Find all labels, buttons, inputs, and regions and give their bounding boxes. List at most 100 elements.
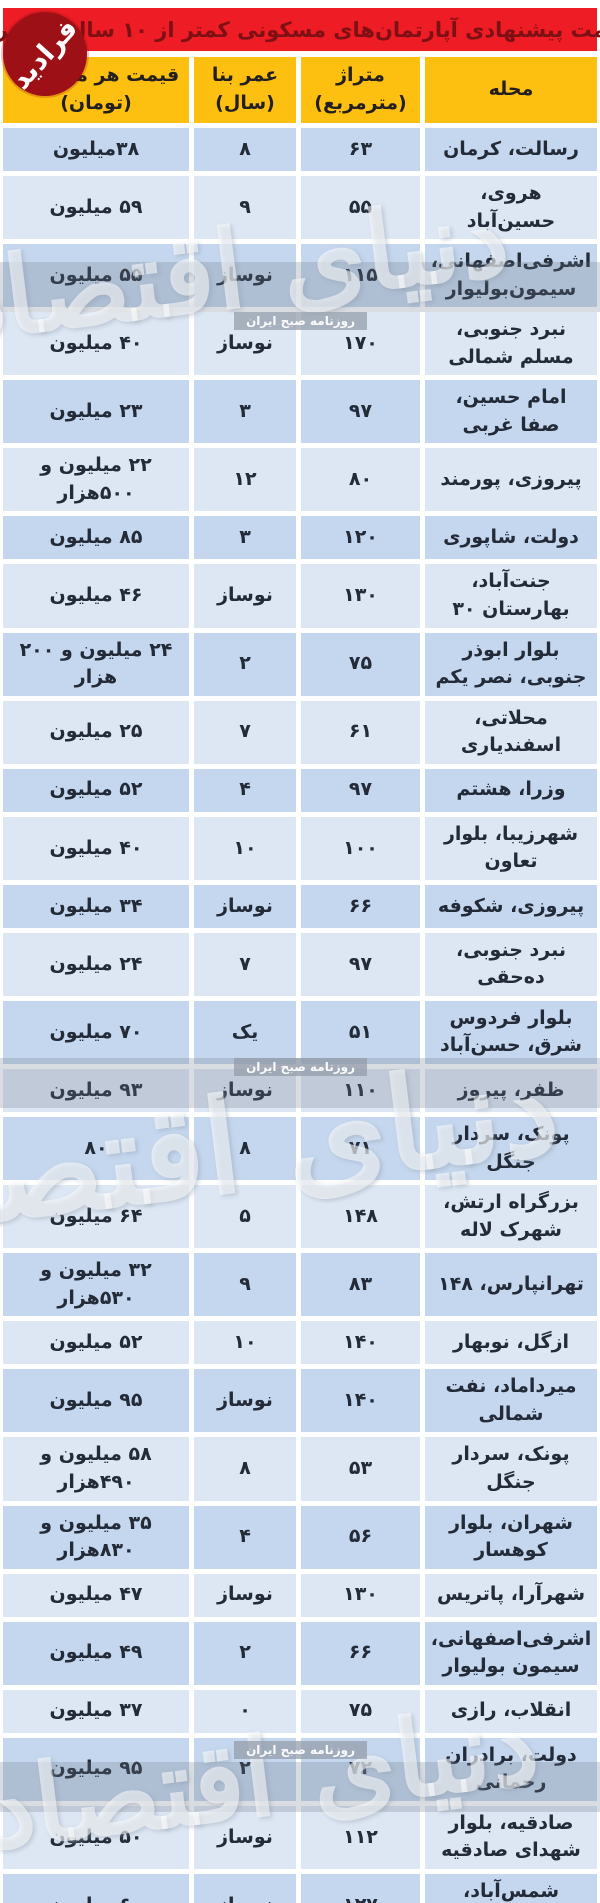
cell-neighborhood: بزرگراه ارتش، شهرک لاله — [425, 1185, 597, 1249]
cell-age: نوساز — [194, 884, 296, 928]
cell-price: ۵۸ میلیون و ۴۹۰هزار — [3, 1437, 189, 1501]
cell-neighborhood: نبرد جنوبی، مسلم شمالی — [425, 312, 597, 376]
column-header-sub: (تومان) — [60, 92, 132, 114]
cell-area: ۱۲۷ — [301, 1873, 420, 1903]
table-row: ازگل، نوبهار ۱۴۰ ۱۰ ۵۲ میلیون — [3, 1321, 597, 1365]
cell-neighborhood: شمس‌آباد، ریحانی — [425, 1873, 597, 1903]
cell-price: ۴۹ میلیون — [3, 1621, 189, 1685]
table-row: شمس‌آباد، ریحانی ۱۲۷ نوساز ۶۰ میلیون — [3, 1873, 597, 1903]
cell-area: ۱۷۰ — [301, 312, 420, 376]
cell-area: ۷۱ — [301, 1117, 420, 1181]
cell-age: ۴ — [194, 768, 296, 812]
cell-price: ۶۴ میلیون — [3, 1185, 189, 1249]
table-row: بلوار فردوس شرق، حسن‌آباد ۵۱ یک ۷۰ میلیو… — [3, 1000, 597, 1065]
cell-age: ۳ — [194, 380, 296, 444]
cell-neighborhood: اشرفی‌اصفهانی، سیمون بولیوار — [425, 1621, 597, 1685]
cell-age: نوساز — [194, 1805, 296, 1869]
cell-neighborhood: پیروزی، شکوفه — [425, 884, 597, 928]
cell-neighborhood: جنت‌آباد، بهارستان ۳۰ — [425, 564, 597, 628]
cell-area: ۵۳ — [301, 1437, 420, 1501]
cell-area: ۷۲ — [301, 1737, 420, 1801]
cell-age: ۹ — [194, 1253, 296, 1317]
cell-price: ۹۳ میلیون — [3, 1069, 189, 1113]
cell-neighborhood: دولت، شاپوری — [425, 516, 597, 560]
column-header-sub: (سال) — [215, 92, 275, 114]
cell-age: ۷ — [194, 700, 296, 764]
cell-area: ۱۳۰ — [301, 564, 420, 628]
cell-area: ۹۷ — [301, 768, 420, 812]
faradeed-logo: ٭ فرادید — [3, 12, 87, 96]
table-row: پونک، سردار جنگل ۷۱ ۸ ۸۰ — [3, 1117, 597, 1181]
cell-price: ۳۸میلیون — [3, 128, 189, 171]
column-header-label: عمر بنا — [211, 64, 279, 87]
table-row: نبرد جنوبی، ده‌حقی ۹۷ ۷ ۲۴ میلیون — [3, 932, 597, 996]
cell-area: ۱۱۲ — [301, 1805, 420, 1869]
column-header-age: عمر بنا (سال) — [194, 57, 296, 123]
table-row: دولت، برادران رحمانی ۷۲ ۲ ۹۵ میلیون — [3, 1737, 597, 1801]
cell-neighborhood: ظفر، پیروز — [425, 1069, 597, 1113]
cell-neighborhood: نبرد جنوبی، ده‌حقی — [425, 932, 597, 996]
table-header-row: محله متراژ (مترمربع) عمر بنا (سال) قیمت … — [3, 57, 597, 123]
faradeed-logo-text: فرادید — [5, 12, 85, 96]
table-row: پیروزی، شکوفه ۶۶ نوساز ۳۴ میلیون — [3, 884, 597, 928]
table-row: شهران، بلوار کوهسار ۵۶ ۴ ۳۵ میلیون و ۸۳۰… — [3, 1505, 597, 1569]
table-row: جنت‌آباد، بهارستان ۳۰ ۱۳۰ نوساز ۴۶ میلیو… — [3, 564, 597, 628]
cell-price: ۴۶ میلیون — [3, 564, 189, 628]
cell-price: ۹۵ میلیون — [3, 1737, 189, 1801]
column-header-label: محله — [488, 78, 534, 101]
table-row: اشرفی‌اصفهانی، سیمون‌بولیوار ۱۱۵ نوساز ۵… — [3, 244, 597, 308]
cell-area: ۶۶ — [301, 884, 420, 928]
cell-neighborhood: شهران، بلوار کوهسار — [425, 1505, 597, 1569]
cell-price: ۴۷ میلیون — [3, 1573, 189, 1617]
cell-area: ۵۱ — [301, 1000, 420, 1065]
cell-area: ۹۷ — [301, 380, 420, 444]
table-row: شهرآرا، پاتریس ۱۳۰ نوساز ۴۷ میلیون — [3, 1573, 597, 1617]
cell-neighborhood: اشرفی‌اصفهانی، سیمون‌بولیوار — [425, 244, 597, 308]
cell-age: نوساز — [194, 1369, 296, 1433]
cell-area: ۱۳۰ — [301, 1573, 420, 1617]
cell-age: ۹ — [194, 176, 296, 240]
table-row: انقلاب، رازی ۷۵ ۰ ۳۷ میلیون — [3, 1689, 597, 1733]
cell-area: ۱۱۰ — [301, 1069, 420, 1113]
table-row: ظفر، پیروز ۱۱۰ نوساز ۹۳ میلیون — [3, 1069, 597, 1113]
cell-age: ۱۰ — [194, 816, 296, 880]
column-header-area: متراژ (مترمربع) — [301, 57, 420, 123]
cell-price: ۵۰ میلیون — [3, 1805, 189, 1869]
cell-age: نوساز — [194, 312, 296, 376]
table-row: بلوار ابوذر جنوبی، نصر یکم ۷۵ ۲ ۲۴ میلیو… — [3, 632, 597, 696]
cell-price: ۳۴ میلیون — [3, 884, 189, 928]
cell-price: ۵۲ میلیون — [3, 1321, 189, 1365]
table-row: پونک، سردار جنگل ۵۳ ۸ ۵۸ میلیون و ۴۹۰هزا… — [3, 1437, 597, 1501]
cell-price: ۲۲ میلیون و ۵۰۰هزار — [3, 448, 189, 512]
cell-neighborhood: شهرزیبا، بلوار تعاون — [425, 816, 597, 880]
table-row: هروی، حسین‌آباد ۵۵ ۹ ۵۹ میلیون — [3, 176, 597, 240]
cell-area: ۶۱ — [301, 700, 420, 764]
cell-price: ۳۲ میلیون و ۵۳۰هزار — [3, 1253, 189, 1317]
table-title-bar: قیمت پیشنهادی آپارتمان‌های مسکونی کمتر ا… — [0, 8, 600, 51]
cell-price: ۷۰ میلیون — [3, 1000, 189, 1065]
cell-price: ۲۴ میلیون — [3, 932, 189, 996]
cell-neighborhood: انقلاب، رازی — [425, 1689, 597, 1733]
cell-neighborhood: وزرا، هشتم — [425, 768, 597, 812]
table-row: میرداماد، نفت شمالی ۱۴۰ نوساز ۹۵ میلیون — [3, 1369, 597, 1433]
cell-neighborhood: پونک، سردار جنگل — [425, 1437, 597, 1501]
cell-neighborhood: شهرآرا، پاتریس — [425, 1573, 597, 1617]
cell-neighborhood: تهرانپارس، ۱۴۸ — [425, 1253, 597, 1317]
cell-area: ۱۱۵ — [301, 244, 420, 308]
column-header-neighborhood: محله — [425, 57, 597, 123]
cell-neighborhood: امام حسین، صفا غربی — [425, 380, 597, 444]
cell-neighborhood: رسالت، کرمان — [425, 128, 597, 171]
cell-age: نوساز — [194, 244, 296, 308]
cell-neighborhood: دولت، برادران رحمانی — [425, 1737, 597, 1801]
cell-area: ۹۷ — [301, 932, 420, 996]
cell-age: ۴ — [194, 1505, 296, 1569]
column-header-label: متراژ — [336, 64, 385, 87]
cell-price: ۸۰ — [3, 1117, 189, 1181]
cell-age: ۲ — [194, 632, 296, 696]
table-row: وزرا، هشتم ۹۷ ۴ ۵۲ میلیون — [3, 768, 597, 812]
cell-neighborhood: هروی، حسین‌آباد — [425, 176, 597, 240]
cell-price: ۸۵ میلیون — [3, 516, 189, 560]
cell-age: نوساز — [194, 564, 296, 628]
cell-area: ۱۴۰ — [301, 1321, 420, 1365]
